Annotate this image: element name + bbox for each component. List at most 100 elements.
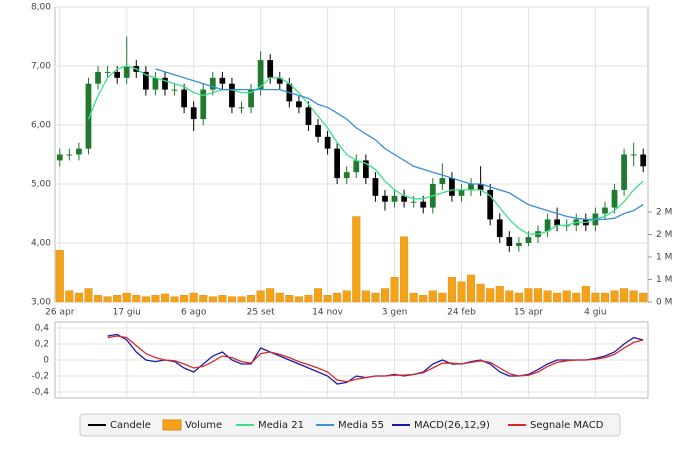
volume-bar: [256, 290, 265, 303]
volume-bar: [600, 292, 609, 303]
x-tick-label: 15 apr: [514, 308, 544, 318]
candle-body: [162, 77, 168, 90]
x-tick-label: 4 giu: [584, 308, 607, 318]
candle-body: [602, 207, 608, 214]
volume-bar: [208, 296, 217, 303]
candle-body: [516, 243, 522, 246]
candle-body: [171, 89, 178, 91]
volume-bar: [266, 288, 275, 303]
volume-bar: [84, 288, 93, 303]
legend-label: MACD(26,12,9): [414, 420, 490, 431]
candle-body: [382, 195, 388, 202]
volume-bar: [65, 290, 74, 303]
volume-bar: [390, 277, 399, 303]
candle-body: [95, 71, 101, 84]
candle-body: [611, 189, 618, 208]
volume-bar: [294, 296, 303, 303]
candle-body: [76, 148, 82, 155]
macd-line: [107, 335, 644, 383]
y-tick-label: 0,4: [35, 324, 50, 334]
volume-bar: [380, 288, 390, 303]
x-tick-label: 3 gen: [382, 308, 408, 318]
candle-body: [449, 178, 455, 196]
y2-tick-label: 2 M: [656, 208, 672, 218]
candle-body: [276, 77, 283, 84]
candle-body: [401, 195, 407, 202]
candle-body: [229, 83, 235, 108]
legend-label: Volume: [185, 420, 222, 431]
candle-body: [496, 219, 503, 238]
volume-bar: [505, 290, 514, 303]
y2-tick-label: 1 M: [656, 253, 672, 263]
candle-body: [506, 237, 513, 246]
volume-bar: [371, 292, 380, 303]
volume-bar: [486, 288, 495, 303]
volume-bar: [199, 295, 208, 303]
candle-body: [209, 77, 216, 90]
volume-bar: [285, 295, 294, 303]
candle-body: [420, 201, 427, 208]
candle-body: [248, 89, 254, 108]
candle-body: [181, 89, 187, 108]
candle-body: [391, 195, 398, 202]
volume-bar: [620, 288, 629, 303]
candle-body: [343, 172, 350, 179]
volume-bar: [94, 295, 103, 303]
candle-body: [458, 189, 465, 196]
legend-swatch: [162, 419, 182, 431]
volume-bar: [122, 292, 131, 303]
candle-body: [630, 154, 637, 156]
candle-body: [324, 136, 331, 149]
y2-tick-label: 1 M: [656, 275, 672, 285]
candle-body: [410, 201, 417, 203]
y-tick-label: 0: [43, 356, 49, 366]
volume-bar: [352, 216, 361, 303]
y2-tick-label: 2 M: [656, 230, 672, 240]
legend-label: Segnale MACD: [530, 420, 604, 431]
candle-body: [56, 154, 63, 161]
volume-bar: [409, 292, 418, 303]
y-tick-label: 5,00: [31, 180, 51, 190]
volume-bar: [361, 290, 370, 303]
candle-body: [334, 148, 341, 179]
volume-bar: [141, 296, 150, 303]
x-tick-label: 6 ago: [181, 308, 207, 318]
candle-body: [621, 154, 627, 190]
candle-body: [152, 77, 159, 90]
candle-body: [544, 219, 551, 232]
volume-bar: [514, 292, 523, 303]
volume-bar: [428, 290, 437, 303]
y-tick-label: 7,00: [31, 62, 51, 72]
candle-body: [104, 71, 111, 73]
candle-body: [554, 219, 561, 226]
volume-bar: [151, 295, 160, 303]
volume-bar: [629, 290, 638, 303]
legend-box: [79, 413, 621, 437]
volume-bar: [180, 295, 189, 303]
candle-body: [296, 101, 302, 108]
candle-body: [123, 66, 130, 78]
candle-body: [362, 160, 369, 179]
candle-body: [353, 160, 360, 173]
volume-bar: [74, 292, 83, 303]
volume-bar: [55, 250, 64, 303]
volume-bar: [275, 292, 284, 303]
legend-label: Media 55: [338, 420, 384, 431]
volume-bar: [467, 274, 476, 303]
candle-body: [640, 154, 647, 167]
moving-average-line: [155, 68, 644, 221]
legend-label: Candele: [110, 420, 151, 431]
volume-bar: [533, 288, 543, 303]
candle-body: [315, 125, 321, 137]
volume-bar: [333, 292, 342, 303]
volume-bar: [237, 296, 246, 303]
y-tick-label: -0,2: [31, 372, 49, 382]
volume-bar: [400, 236, 409, 303]
volume-bar: [476, 283, 485, 303]
legend-label: Media 21: [258, 420, 304, 431]
volume-bar: [610, 290, 619, 303]
volume-bar: [562, 290, 571, 303]
candle-body: [487, 189, 494, 220]
volume-bar: [447, 277, 456, 303]
